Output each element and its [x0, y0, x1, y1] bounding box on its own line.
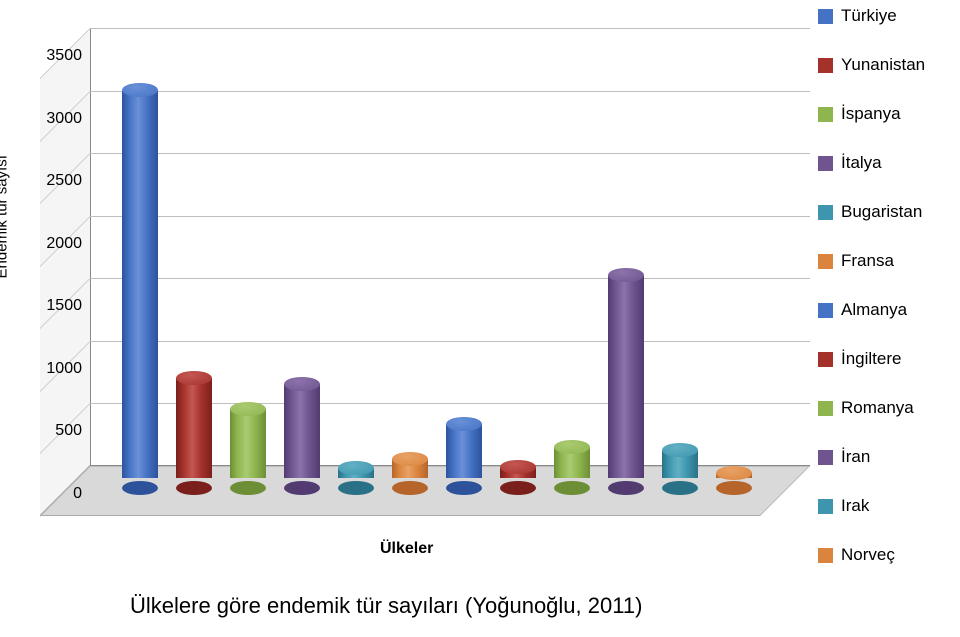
legend-item: Bugaristan — [818, 202, 954, 222]
legend-swatch — [818, 548, 833, 563]
y-tick: 2500 — [46, 172, 82, 190]
side-wall — [40, 28, 90, 516]
legend-label: Bugaristan — [841, 202, 922, 222]
legend-swatch — [818, 9, 833, 24]
bar-base — [554, 481, 590, 495]
legend: Türkiye Yunanistan İspanya İtalya Bugaristan… — [818, 6, 954, 594]
bar-top — [176, 371, 212, 385]
bar-base — [122, 481, 158, 495]
bar-irak — [662, 450, 698, 488]
legend-label: İspanya — [841, 104, 901, 124]
y-tick: 0 — [73, 485, 82, 503]
bar-base — [284, 481, 320, 495]
legend-label: İran — [841, 447, 870, 467]
bar-base — [446, 481, 482, 495]
legend-label: İngiltere — [841, 349, 901, 369]
x-axis-title: Ülkeler — [380, 540, 433, 558]
bar-almanya — [446, 424, 482, 488]
bar-i̇spanya — [230, 409, 266, 488]
bar-i̇ngiltere — [500, 467, 536, 488]
y-axis-label: Endemik tür sayısı — [0, 155, 11, 278]
legend-swatch — [818, 303, 833, 318]
legend-item: İtalya — [818, 153, 954, 173]
chart-container: Endemik tür sayısı 050010001500200025003… — [10, 10, 820, 570]
bar-top — [554, 440, 590, 454]
legend-swatch — [818, 401, 833, 416]
legend-item: Türkiye — [818, 6, 954, 26]
plot-area: 0500100015002000250030003500 — [90, 28, 810, 516]
legend-swatch — [818, 450, 833, 465]
legend-item: Almanya — [818, 300, 954, 320]
legend-label: Fransa — [841, 251, 894, 271]
legend-label: Norveç — [841, 545, 895, 565]
legend-item: İngiltere — [818, 349, 954, 369]
bar-base — [392, 481, 428, 495]
legend-swatch — [818, 352, 833, 367]
bar-top — [716, 466, 752, 480]
bar-body — [284, 384, 320, 478]
legend-swatch — [818, 205, 833, 220]
legend-item: Norveç — [818, 545, 954, 565]
legend-item: Fransa — [818, 251, 954, 271]
legend-item: Romanya — [818, 398, 954, 418]
legend-item: İran — [818, 447, 954, 467]
bar-i̇ran — [608, 275, 644, 488]
legend-swatch — [818, 58, 833, 73]
y-tick: 2000 — [46, 235, 82, 253]
y-tick: 500 — [55, 422, 82, 440]
legend-item: Yunanistan — [818, 55, 954, 75]
legend-item: Irak — [818, 496, 954, 516]
bar-body — [608, 275, 644, 478]
bar-top — [122, 83, 158, 97]
legend-label: Almanya — [841, 300, 907, 320]
y-tick: 1000 — [46, 360, 82, 378]
bar-top — [500, 460, 536, 474]
legend-swatch — [818, 499, 833, 514]
legend-label: Yunanistan — [841, 55, 925, 75]
bars-group — [90, 28, 810, 466]
caption: Ülkelere göre endemik tür sayıları (Yoğu… — [130, 593, 642, 619]
bar-base — [176, 481, 212, 495]
bar-yunanistan — [176, 378, 212, 488]
bar-base — [608, 481, 644, 495]
bar-body — [122, 90, 158, 478]
legend-swatch — [818, 156, 833, 171]
legend-item: İspanya — [818, 104, 954, 124]
y-tick: 3500 — [46, 47, 82, 65]
bar-base — [662, 481, 698, 495]
bar-body — [230, 409, 266, 478]
legend-label: Türkiye — [841, 6, 897, 26]
bar-bugaristan — [338, 468, 374, 488]
bar-norveç — [716, 473, 752, 488]
legend-label: Romanya — [841, 398, 914, 418]
bar-base — [500, 481, 536, 495]
bar-body — [446, 424, 482, 478]
bar-romanya — [554, 447, 590, 488]
legend-swatch — [818, 107, 833, 122]
y-tick: 1500 — [46, 297, 82, 315]
bar-base — [338, 481, 374, 495]
bar-base — [716, 481, 752, 495]
bar-top — [338, 461, 374, 475]
bar-fransa — [392, 459, 428, 488]
legend-swatch — [818, 254, 833, 269]
bar-türkiye — [122, 90, 158, 488]
bar-body — [176, 378, 212, 478]
y-tick: 3000 — [46, 110, 82, 128]
bar-i̇talya — [284, 384, 320, 488]
legend-label: İtalya — [841, 153, 882, 173]
bar-base — [230, 481, 266, 495]
legend-label: Irak — [841, 496, 869, 516]
